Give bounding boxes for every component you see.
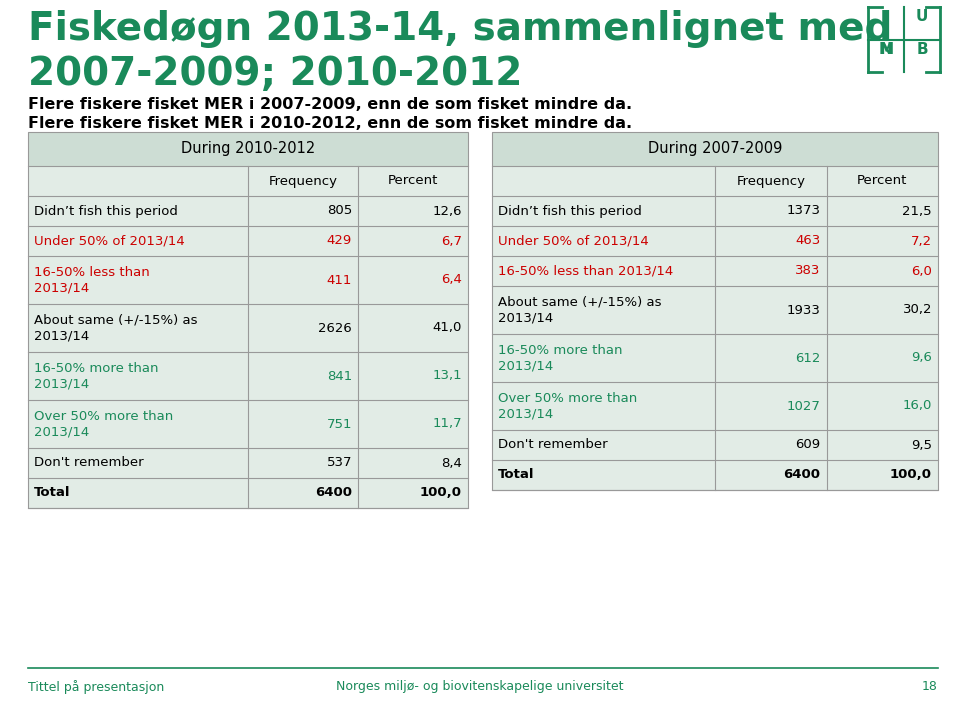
Text: Frequency: Frequency	[736, 174, 805, 187]
Text: B: B	[916, 42, 927, 56]
Text: Fiskedøgn 2013-14, sammenlignet med: Fiskedøgn 2013-14, sammenlignet med	[28, 10, 893, 48]
FancyBboxPatch shape	[28, 256, 468, 304]
Text: 6,4: 6,4	[442, 274, 462, 287]
FancyBboxPatch shape	[28, 226, 468, 256]
FancyBboxPatch shape	[492, 166, 938, 196]
Text: 6,7: 6,7	[441, 235, 462, 248]
Text: 383: 383	[795, 264, 821, 277]
Text: 11,7: 11,7	[432, 418, 462, 431]
FancyBboxPatch shape	[28, 400, 468, 448]
Text: 2626: 2626	[319, 322, 352, 335]
FancyBboxPatch shape	[492, 196, 938, 226]
Text: 100,0: 100,0	[890, 469, 932, 482]
FancyBboxPatch shape	[28, 132, 468, 166]
Text: 751: 751	[326, 418, 352, 431]
Text: 411: 411	[326, 274, 352, 287]
Text: Didn’t fish this period: Didn’t fish this period	[498, 204, 642, 217]
FancyBboxPatch shape	[492, 430, 938, 460]
Text: 1027: 1027	[786, 400, 821, 413]
Text: 7,2: 7,2	[911, 235, 932, 248]
Text: Flere fiskere fisket MER i 2007-2009, enn de som fisket mindre da.: Flere fiskere fisket MER i 2007-2009, en…	[28, 97, 632, 112]
Text: 16-50% less than
2013/14: 16-50% less than 2013/14	[34, 266, 150, 294]
Text: Flere fiskere fisket MER i 2010-2012, enn de som fisket mindre da.: Flere fiskere fisket MER i 2010-2012, en…	[28, 116, 632, 131]
Text: Don't remember: Don't remember	[34, 456, 144, 469]
Text: 6,0: 6,0	[911, 264, 932, 277]
Text: 6400: 6400	[783, 469, 821, 482]
FancyBboxPatch shape	[28, 448, 468, 478]
Text: 612: 612	[795, 351, 821, 364]
Text: U: U	[916, 9, 928, 24]
Text: 429: 429	[326, 235, 352, 248]
Text: Total: Total	[34, 487, 70, 500]
Text: 12,6: 12,6	[433, 204, 462, 217]
Text: 21,5: 21,5	[902, 204, 932, 217]
Text: 41,0: 41,0	[433, 322, 462, 335]
Text: M: M	[878, 42, 894, 56]
Text: During 2010-2012: During 2010-2012	[180, 142, 315, 156]
Text: 609: 609	[796, 438, 821, 451]
FancyBboxPatch shape	[28, 166, 468, 196]
FancyBboxPatch shape	[492, 334, 938, 382]
FancyBboxPatch shape	[28, 478, 468, 508]
Text: Didn’t fish this period: Didn’t fish this period	[34, 204, 178, 217]
FancyBboxPatch shape	[28, 352, 468, 400]
Text: 1373: 1373	[786, 204, 821, 217]
Text: 805: 805	[326, 204, 352, 217]
Text: About same (+/-15%) as
2013/14: About same (+/-15%) as 2013/14	[498, 296, 661, 324]
Text: 16,0: 16,0	[902, 400, 932, 413]
Text: 8,4: 8,4	[442, 456, 462, 469]
Text: During 2007-2009: During 2007-2009	[648, 142, 782, 156]
FancyBboxPatch shape	[492, 132, 938, 166]
FancyBboxPatch shape	[492, 256, 938, 286]
Text: 6400: 6400	[315, 487, 352, 500]
Text: Frequency: Frequency	[269, 174, 338, 187]
Text: 1933: 1933	[786, 304, 821, 317]
FancyBboxPatch shape	[492, 382, 938, 430]
Text: Don't remember: Don't remember	[498, 438, 608, 451]
Text: 2007-2009; 2010-2012: 2007-2009; 2010-2012	[28, 55, 522, 93]
Text: 30,2: 30,2	[902, 304, 932, 317]
Text: 9,5: 9,5	[911, 438, 932, 451]
Text: 463: 463	[795, 235, 821, 248]
Text: About same (+/-15%) as
2013/14: About same (+/-15%) as 2013/14	[34, 314, 198, 342]
Text: Percent: Percent	[388, 174, 438, 187]
FancyBboxPatch shape	[28, 304, 468, 352]
Text: 16-50% more than
2013/14: 16-50% more than 2013/14	[498, 343, 622, 372]
FancyBboxPatch shape	[28, 196, 468, 226]
Text: N: N	[879, 42, 893, 56]
Text: Under 50% of 2013/14: Under 50% of 2013/14	[34, 235, 184, 248]
Text: Norges miljø- og biovitenskapelige universitet: Norges miljø- og biovitenskapelige unive…	[336, 680, 624, 693]
Text: 13,1: 13,1	[432, 369, 462, 382]
Text: 537: 537	[326, 456, 352, 469]
Text: 16-50% more than
2013/14: 16-50% more than 2013/14	[34, 361, 158, 390]
Text: 100,0: 100,0	[420, 487, 462, 500]
Text: Over 50% more than
2013/14: Over 50% more than 2013/14	[34, 410, 173, 438]
FancyBboxPatch shape	[492, 226, 938, 256]
FancyBboxPatch shape	[492, 460, 938, 490]
Text: 18: 18	[923, 680, 938, 693]
FancyBboxPatch shape	[492, 286, 938, 334]
Text: 9,6: 9,6	[911, 351, 932, 364]
Text: 841: 841	[326, 369, 352, 382]
Text: 16-50% less than 2013/14: 16-50% less than 2013/14	[498, 264, 673, 277]
Text: Percent: Percent	[857, 174, 907, 187]
Text: Tittel på presentasjon: Tittel på presentasjon	[28, 680, 164, 694]
Text: Total: Total	[498, 469, 535, 482]
Text: Under 50% of 2013/14: Under 50% of 2013/14	[498, 235, 649, 248]
Text: Over 50% more than
2013/14: Over 50% more than 2013/14	[498, 392, 637, 420]
